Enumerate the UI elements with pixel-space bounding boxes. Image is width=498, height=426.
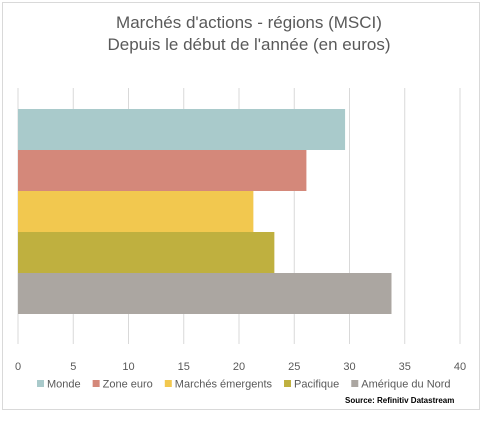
x-tick-label-5: 5 — [70, 361, 76, 373]
legend-label-0: Monde — [47, 379, 81, 391]
chart-subtitle: Depuis le début de l'année (en euros) — [107, 35, 391, 54]
legend-label-4: Amérique du Nord — [361, 379, 450, 391]
bar-zone-euro — [18, 150, 307, 191]
x-tick-label-40: 40 — [454, 361, 466, 373]
legend-swatch-3 — [284, 380, 292, 387]
legend-label-2: Marchés émergents — [175, 379, 273, 391]
x-tick-label-35: 35 — [399, 361, 411, 373]
x-tick-label-25: 25 — [288, 361, 300, 373]
legend-swatch-0 — [37, 380, 44, 387]
legend-swatch-4 — [351, 380, 359, 387]
legend-label-3: Pacifique — [294, 379, 339, 391]
bar-monde — [18, 109, 346, 150]
legend-label-1: Zone euro — [103, 379, 153, 391]
x-tick-label-10: 10 — [122, 361, 134, 373]
legend-swatch-1 — [92, 380, 100, 387]
bar-am-rique-du-nord — [18, 273, 392, 314]
x-tick-label-30: 30 — [343, 361, 355, 373]
source-note: Source: Refinitiv Datastream — [345, 396, 455, 405]
x-tick-label-0: 0 — [15, 361, 21, 373]
bar-pacifique — [18, 232, 275, 273]
legend-swatch-2 — [164, 380, 172, 387]
x-tick-label-15: 15 — [178, 361, 190, 373]
chart-title-block: Marchés d'actions - régions (MSCI) Depui… — [0, 12, 498, 56]
bar-march-s-mergents — [18, 191, 254, 232]
chart-title: Marchés d'actions - régions (MSCI) — [116, 13, 382, 32]
x-tick-label-20: 20 — [233, 361, 245, 373]
